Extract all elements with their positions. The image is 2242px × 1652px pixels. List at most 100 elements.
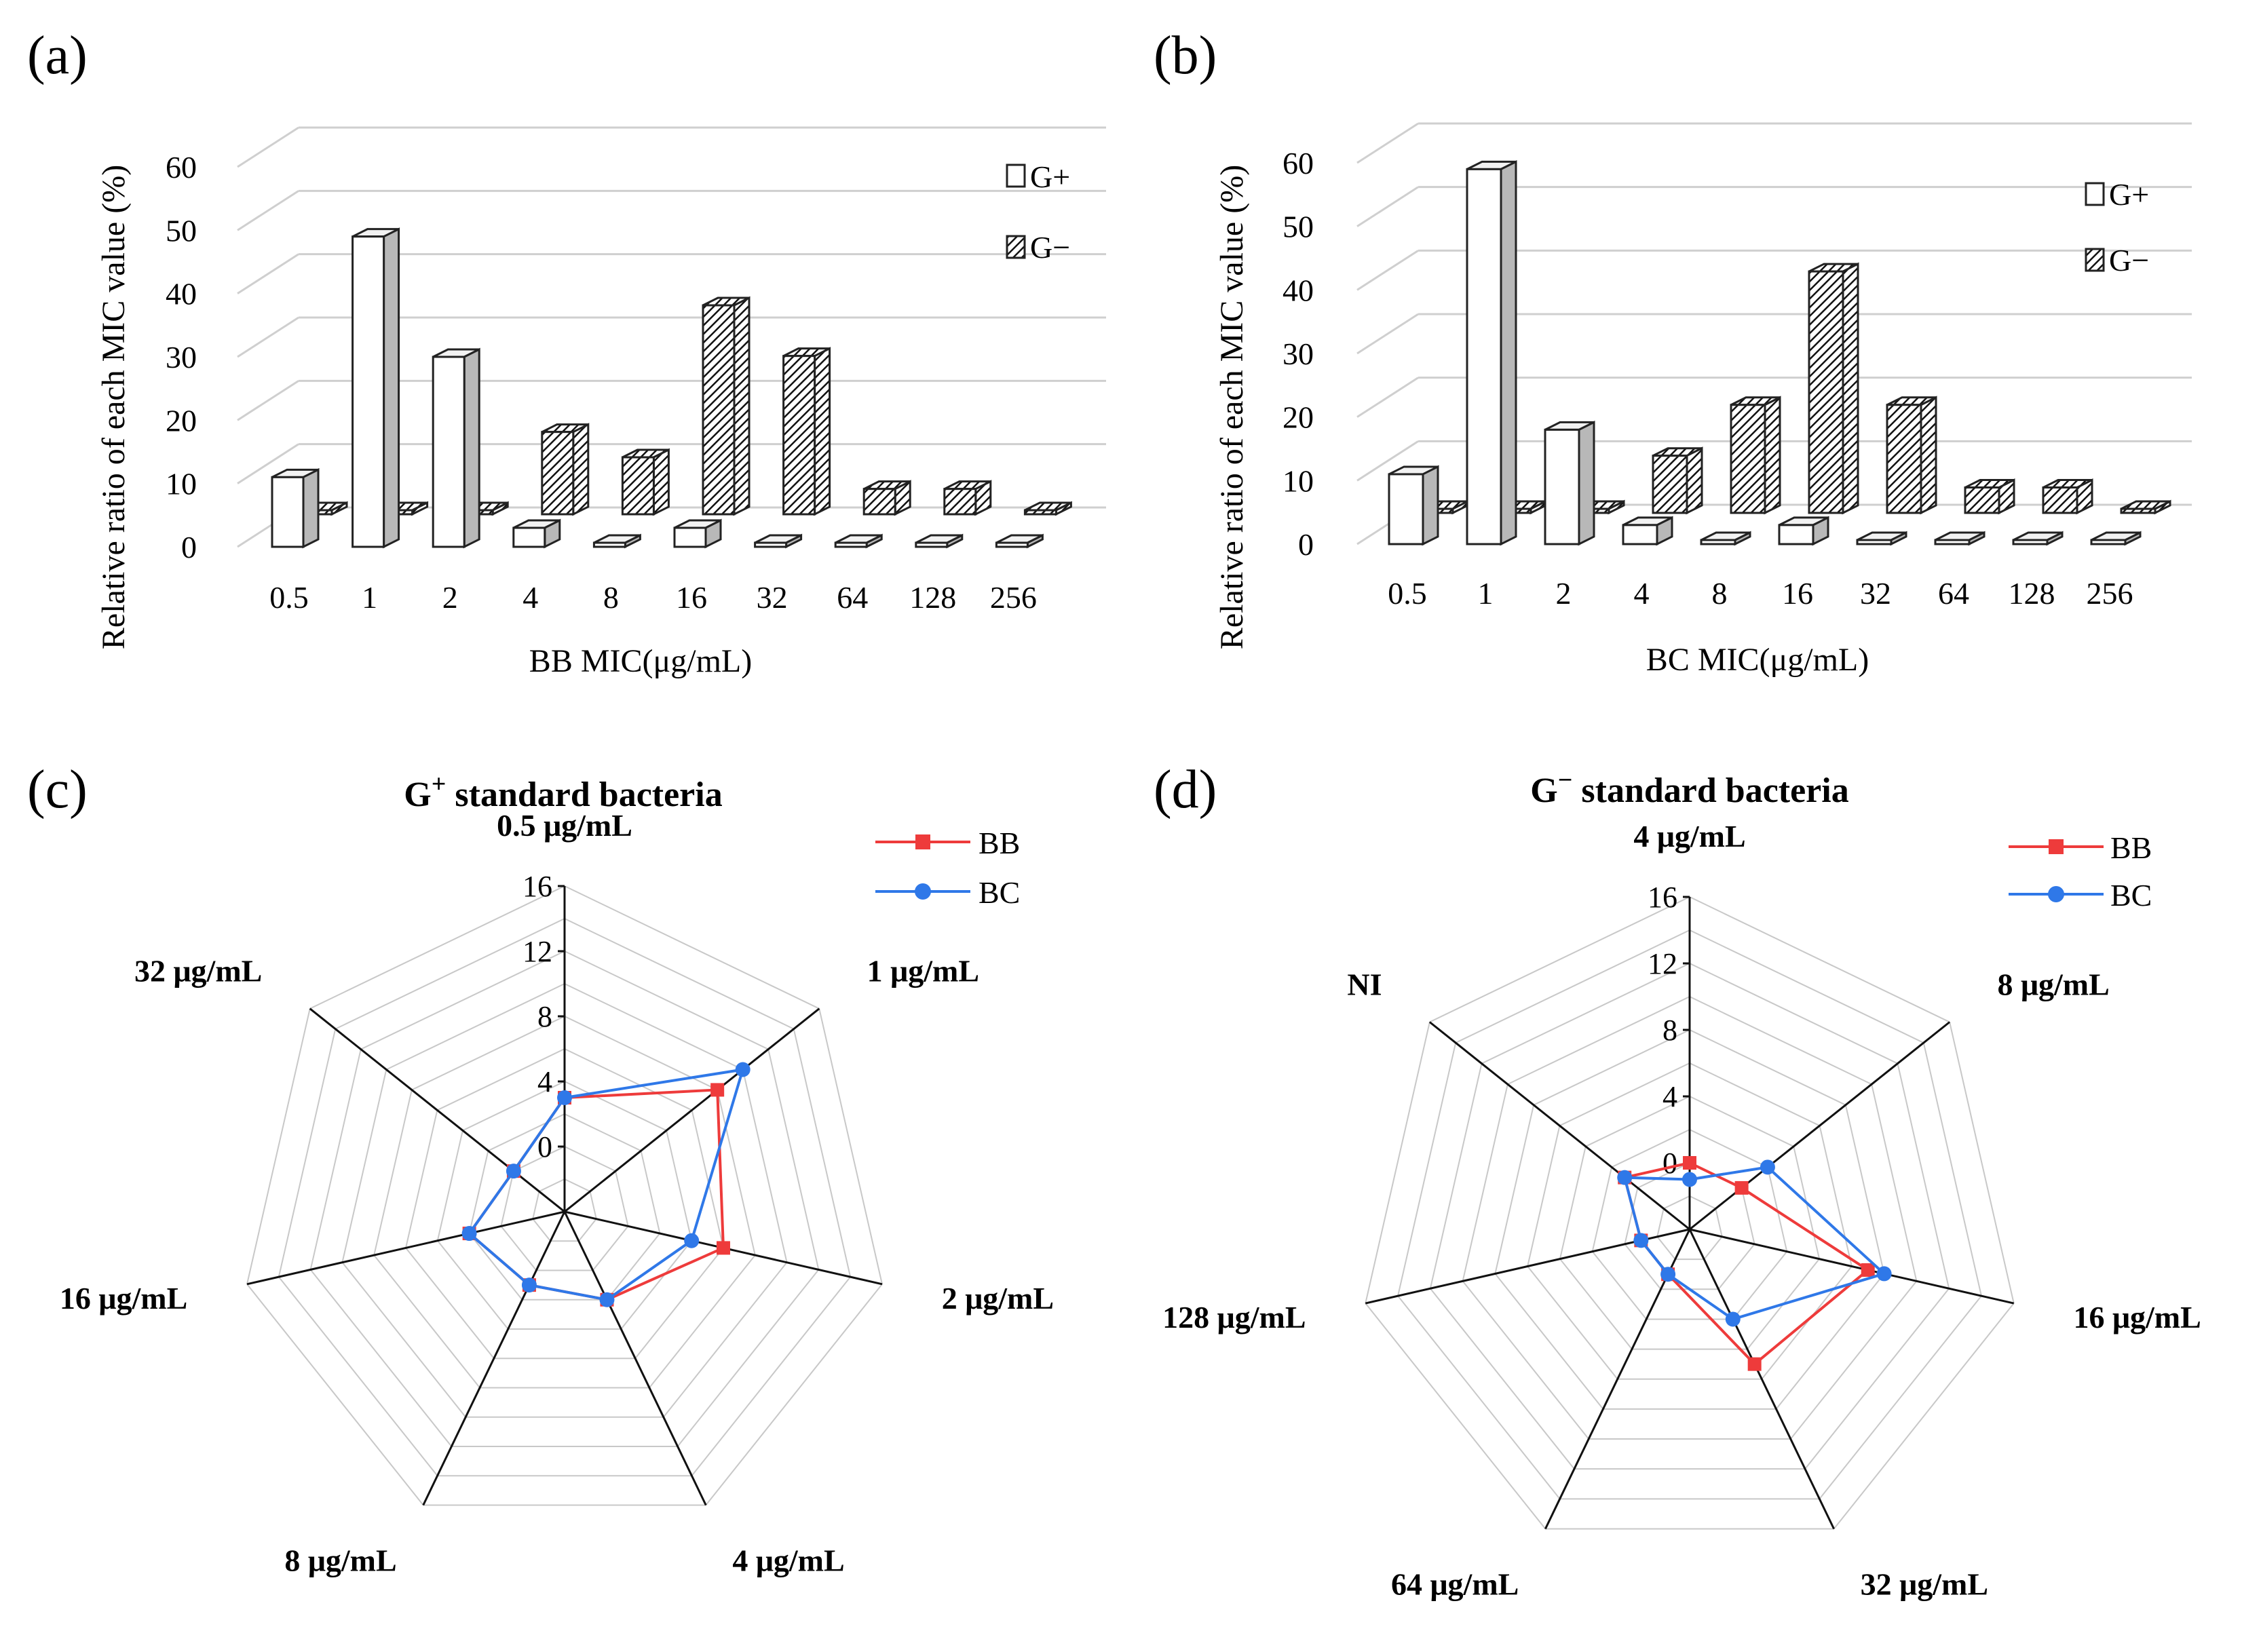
- radar-title-d-sup: −: [1558, 766, 1573, 794]
- legend-swatch-gplus-b: [2085, 182, 2105, 206]
- legend-label-bb-c: BB: [978, 826, 1020, 860]
- radar-web-c: [246, 885, 884, 1506]
- d-marker-bb: [1734, 1180, 1749, 1195]
- d-series-bc: [1622, 1166, 1887, 1321]
- d-marker-bc: [1682, 1172, 1697, 1187]
- d-r-tick-label: 4: [1662, 1080, 1677, 1113]
- b-bar-gplus-side: [1422, 465, 1439, 546]
- a-gridline-slant: [237, 316, 299, 358]
- a-bar-gminus-front: [541, 431, 575, 516]
- legend-a: G+ G−: [1006, 159, 1070, 265]
- c-web-ring: [341, 982, 788, 1418]
- a-bar-gplus-side: [383, 227, 400, 549]
- d-marker-bb: [1683, 1156, 1696, 1170]
- b-bar-gminus: [2120, 499, 2171, 515]
- b-bar-gplus-front: [1466, 168, 1502, 545]
- radar-series-d: [1617, 1156, 1892, 1371]
- radar-title-d-prefix: G: [1530, 771, 1557, 810]
- d-spoke: [1688, 1229, 1835, 1530]
- a-bar-gminus-front: [943, 488, 977, 516]
- a-bar-gplus-front: [995, 541, 1029, 548]
- b-gridline-slant: [1356, 377, 1419, 418]
- a-bar-gminus: [862, 480, 911, 516]
- d-r-tick-label: 12: [1648, 947, 1677, 980]
- radar-title-d-rest: standard bacteria: [1572, 771, 1848, 810]
- radar-title-c-rest: standard bacteria: [446, 775, 722, 814]
- legend-swatch-gminus-b: [2085, 248, 2105, 272]
- a-x-tick-label: 0.5: [269, 580, 309, 615]
- b-x-tick-label: 8: [1712, 576, 1728, 611]
- d-spoke: [1689, 1228, 2015, 1305]
- a-bar-gminus: [782, 347, 831, 516]
- b-y-tick-label: 40: [1282, 273, 1314, 307]
- legend-marker-bc-c: [915, 883, 931, 900]
- panel-label-c: (c): [27, 760, 88, 820]
- a-bar-gminus-side: [572, 423, 590, 516]
- a-y-tick-label: 0: [181, 530, 197, 564]
- a-gridline-slant: [237, 126, 299, 168]
- b-bar-gplus-side: [1578, 420, 1595, 546]
- a-bar-gplus-front: [432, 356, 466, 548]
- a-y-tick-label: 40: [166, 277, 197, 311]
- b-bar-gplus-front: [1388, 473, 1424, 545]
- b-bar-gplus: [1466, 159, 1517, 546]
- d-category-label: 4 μg/mL: [1633, 819, 1745, 853]
- c-marker-bc: [521, 1278, 537, 1293]
- b-bar-gminus: [1886, 396, 1937, 515]
- d-category-label: 8 μg/mL: [1997, 967, 2109, 1001]
- legend-c: BB BC: [875, 826, 1020, 910]
- b-bar-gminus-front: [1652, 455, 1688, 514]
- a-bar-gminus-front: [621, 456, 655, 516]
- b-gridline-slant: [1356, 440, 1419, 482]
- d-marker-bc: [1617, 1170, 1633, 1185]
- b-y-tick-label: 0: [1298, 527, 1314, 562]
- b-bar-gplus-front: [1934, 539, 1971, 545]
- legend-label-bc-c: BC: [978, 875, 1020, 910]
- a-bar-gminus-front: [862, 488, 896, 516]
- x-axis-title-a: BB MIC(μg/mL): [529, 643, 752, 679]
- d-r-tick-label: 16: [1648, 881, 1677, 914]
- a-bar-gplus: [432, 347, 480, 549]
- b-gridline-slant: [1356, 186, 1419, 227]
- b-bar-gplus: [1934, 531, 1986, 546]
- panel-label-b: (b): [1154, 26, 1217, 85]
- d-marker-bc: [1660, 1267, 1676, 1282]
- b-bar-gminus-front: [1730, 404, 1766, 514]
- a-gridline-slant: [237, 253, 299, 294]
- legend-label-gminus-b: G−: [2109, 243, 2149, 277]
- legend-label-gplus-a: G+: [1030, 159, 1070, 194]
- d-marker-bc: [1633, 1233, 1649, 1248]
- a-bar-gminus-front: [1023, 509, 1057, 516]
- d-category-label: 128 μg/mL: [1162, 1300, 1306, 1334]
- a-bar-gplus-front: [834, 541, 868, 548]
- c-marker-bc: [461, 1226, 477, 1242]
- c-web-ring: [532, 1178, 597, 1242]
- a-bar-gplus: [352, 227, 400, 549]
- c-marker-bb: [716, 1241, 730, 1255]
- c-series-bc: [467, 1068, 745, 1301]
- d-marker-bc: [1725, 1311, 1741, 1327]
- legend-b: G+ G−: [2085, 177, 2149, 277]
- legend-marker-bb-c: [915, 834, 930, 849]
- b-bar-gplus-front: [1700, 539, 1736, 545]
- b-x-tick-label: 4: [1634, 576, 1650, 611]
- c-web-ring: [373, 1015, 756, 1389]
- c-web-ring: [309, 950, 820, 1447]
- a-x-tick-label: 128: [909, 580, 956, 615]
- c-marker-bc: [599, 1292, 615, 1307]
- b-bar-gplus: [1544, 420, 1595, 546]
- c-web-ring: [278, 917, 852, 1477]
- d-web-ring: [1365, 896, 2015, 1530]
- d-r-tick-label: 0: [1662, 1147, 1677, 1180]
- d-marker-bb: [1747, 1357, 1762, 1371]
- x-ticks-b: 0.5 1 2 4 8 16 32 64 128 256: [1388, 576, 2133, 611]
- a-y-tick-label: 60: [166, 150, 197, 185]
- c-category-label: 8 μg/mL: [284, 1543, 396, 1578]
- b-bar-gminus-side: [1920, 396, 1937, 515]
- a-bar-gminus-side: [733, 296, 750, 516]
- a-bar-gplus-front: [592, 541, 626, 548]
- b-bar-gminus-front: [1808, 270, 1844, 514]
- a-bar-gminus-front: [782, 355, 816, 516]
- a-bar-gplus: [512, 518, 561, 549]
- radar-categories-c: 0.5 μg/mL 1 μg/mL 2 μg/mL 4 μg/mL 8 μg/mL 16 …: [60, 808, 1054, 1578]
